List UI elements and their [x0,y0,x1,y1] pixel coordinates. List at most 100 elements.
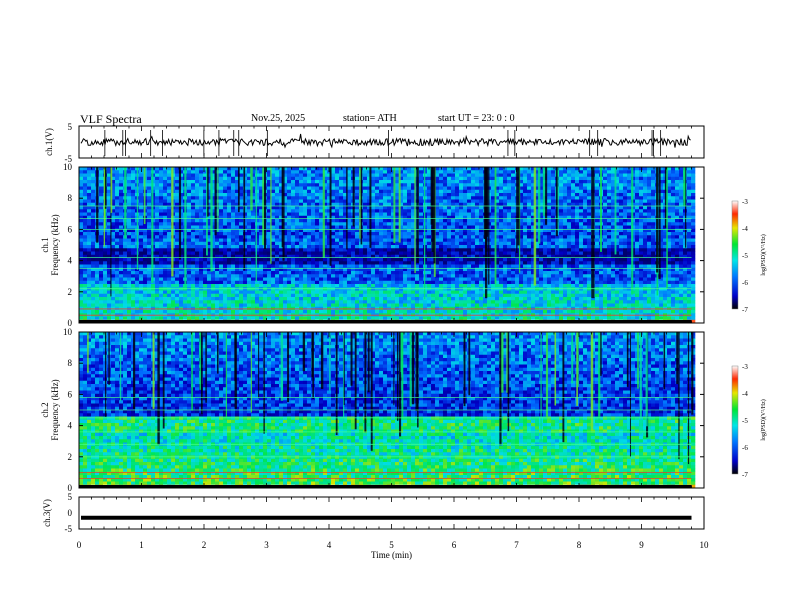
spectrogram-cell [91,251,96,256]
spectrogram-cell [127,202,132,207]
spectrogram-cell [83,241,88,246]
spectrogram-cell [439,219,444,223]
spectrogram-cell [291,222,296,226]
spectrogram-cell [395,170,400,174]
spectrogram-cell [471,173,476,178]
spectrogram-cell [231,258,236,262]
spectrogram-cell [243,277,248,282]
spectrogram-cell [163,206,168,210]
spectrogram-cell [223,290,228,295]
spectrogram-cell [371,290,376,295]
spectrogram-cell [159,290,164,295]
spectrogram-cell [211,306,216,311]
spectrogram-cell [203,258,208,262]
spectrogram-cell [271,254,276,259]
spectrogram-cell [151,310,156,314]
spectrogram-cell [239,170,244,174]
spectrogram-cell [283,306,288,311]
spectrogram-cell [119,238,124,243]
spectrogram-cell [411,225,416,230]
spectrogram-cell [435,215,440,220]
spectrogram-cell [419,170,424,174]
spectrogram-cell [395,264,400,269]
spectrogram-cell [131,280,136,285]
spectrogram-cell [155,170,160,174]
spectrogram-cell [147,284,152,288]
spectrogram-cell [399,251,404,256]
spectrogram-cell [147,212,152,217]
spectrogram-cell [467,196,472,200]
spectrogram-cell [155,303,160,308]
spectrogram-cell [223,173,228,178]
spectrogram-cell [219,202,224,207]
spectrogram-cell [223,225,228,230]
spectrogram-cell [323,297,328,301]
spectrogram-cell [279,173,284,178]
spectrogram-cell [303,267,308,272]
spectrogram-cell [447,238,452,243]
spectrogram-cell [239,232,244,236]
spectrogram-cell [95,267,100,272]
spectrogram-cell [311,254,316,259]
spectrogram-cell [435,261,440,265]
spectrogram-cell [491,290,496,295]
spectrogram-cell [279,186,284,191]
spectrogram-cell [139,206,144,210]
spectrogram-cell [299,300,304,304]
spectrogram-cell [315,248,320,252]
spectrogram-cell [231,271,236,275]
spectrogram-cell [107,264,112,269]
spectrogram-cell [407,212,412,217]
spectrogram-cell [303,183,308,187]
spectrogram-cell [391,245,396,249]
spectrogram-cell [295,297,300,301]
spectrogram-cell [179,284,184,288]
spectrogram-cell [315,167,320,171]
spectrogram-cell [127,186,132,191]
spectrogram-cell [399,271,404,275]
spectrogram-cell [435,293,440,298]
spectrogram-cell [291,267,296,272]
spectrogram-cell [351,277,356,282]
spectrogram-cell [159,238,164,243]
spectrogram-cell [299,310,304,314]
spectrogram-cell [311,222,316,226]
spectrogram-cell [363,238,368,243]
spectrogram-cell [231,248,236,252]
spectrogram-cell [347,264,352,269]
spectrogram-cell [311,267,316,272]
spectrogram-cell [383,202,388,207]
spectrogram-cell [323,238,328,243]
spectrogram-cell [483,306,488,311]
spectrogram-cell [143,248,148,252]
spectrogram-cell [339,173,344,178]
spectrogram-cell [479,173,484,178]
spectrogram-cell [463,183,468,187]
spectrogram-cell [87,225,92,230]
spectrogram-cell [107,274,112,278]
spectrogram-cell [227,264,232,269]
spectrogram-cell [383,235,388,239]
spectrogram-cell [91,254,96,259]
spectrogram-cell [155,271,160,275]
spectrogram-cell [435,173,440,178]
spectrogram-cell [295,238,300,243]
spectrogram-cell [319,290,324,295]
spectrogram-cell [435,219,440,223]
spectrogram-cell [387,212,392,217]
spectrogram-cell [399,225,404,230]
spectrogram-cell [327,199,332,204]
spectrogram-cell [91,202,96,207]
spectrogram-cell [259,189,264,194]
spectrogram-cell [271,303,276,308]
spectrogram-cell [303,202,308,207]
spectrogram-cell [407,189,412,194]
spectrogram-cell [131,297,136,301]
spectrogram-cell [379,193,384,197]
spectrogram-cell [471,306,476,311]
spectrogram-cell [131,189,136,194]
spectrogram-cell [267,274,272,278]
spectrogram-cell [91,293,96,298]
spectrogram-cell [199,274,204,278]
spectrogram-cell [443,180,448,184]
